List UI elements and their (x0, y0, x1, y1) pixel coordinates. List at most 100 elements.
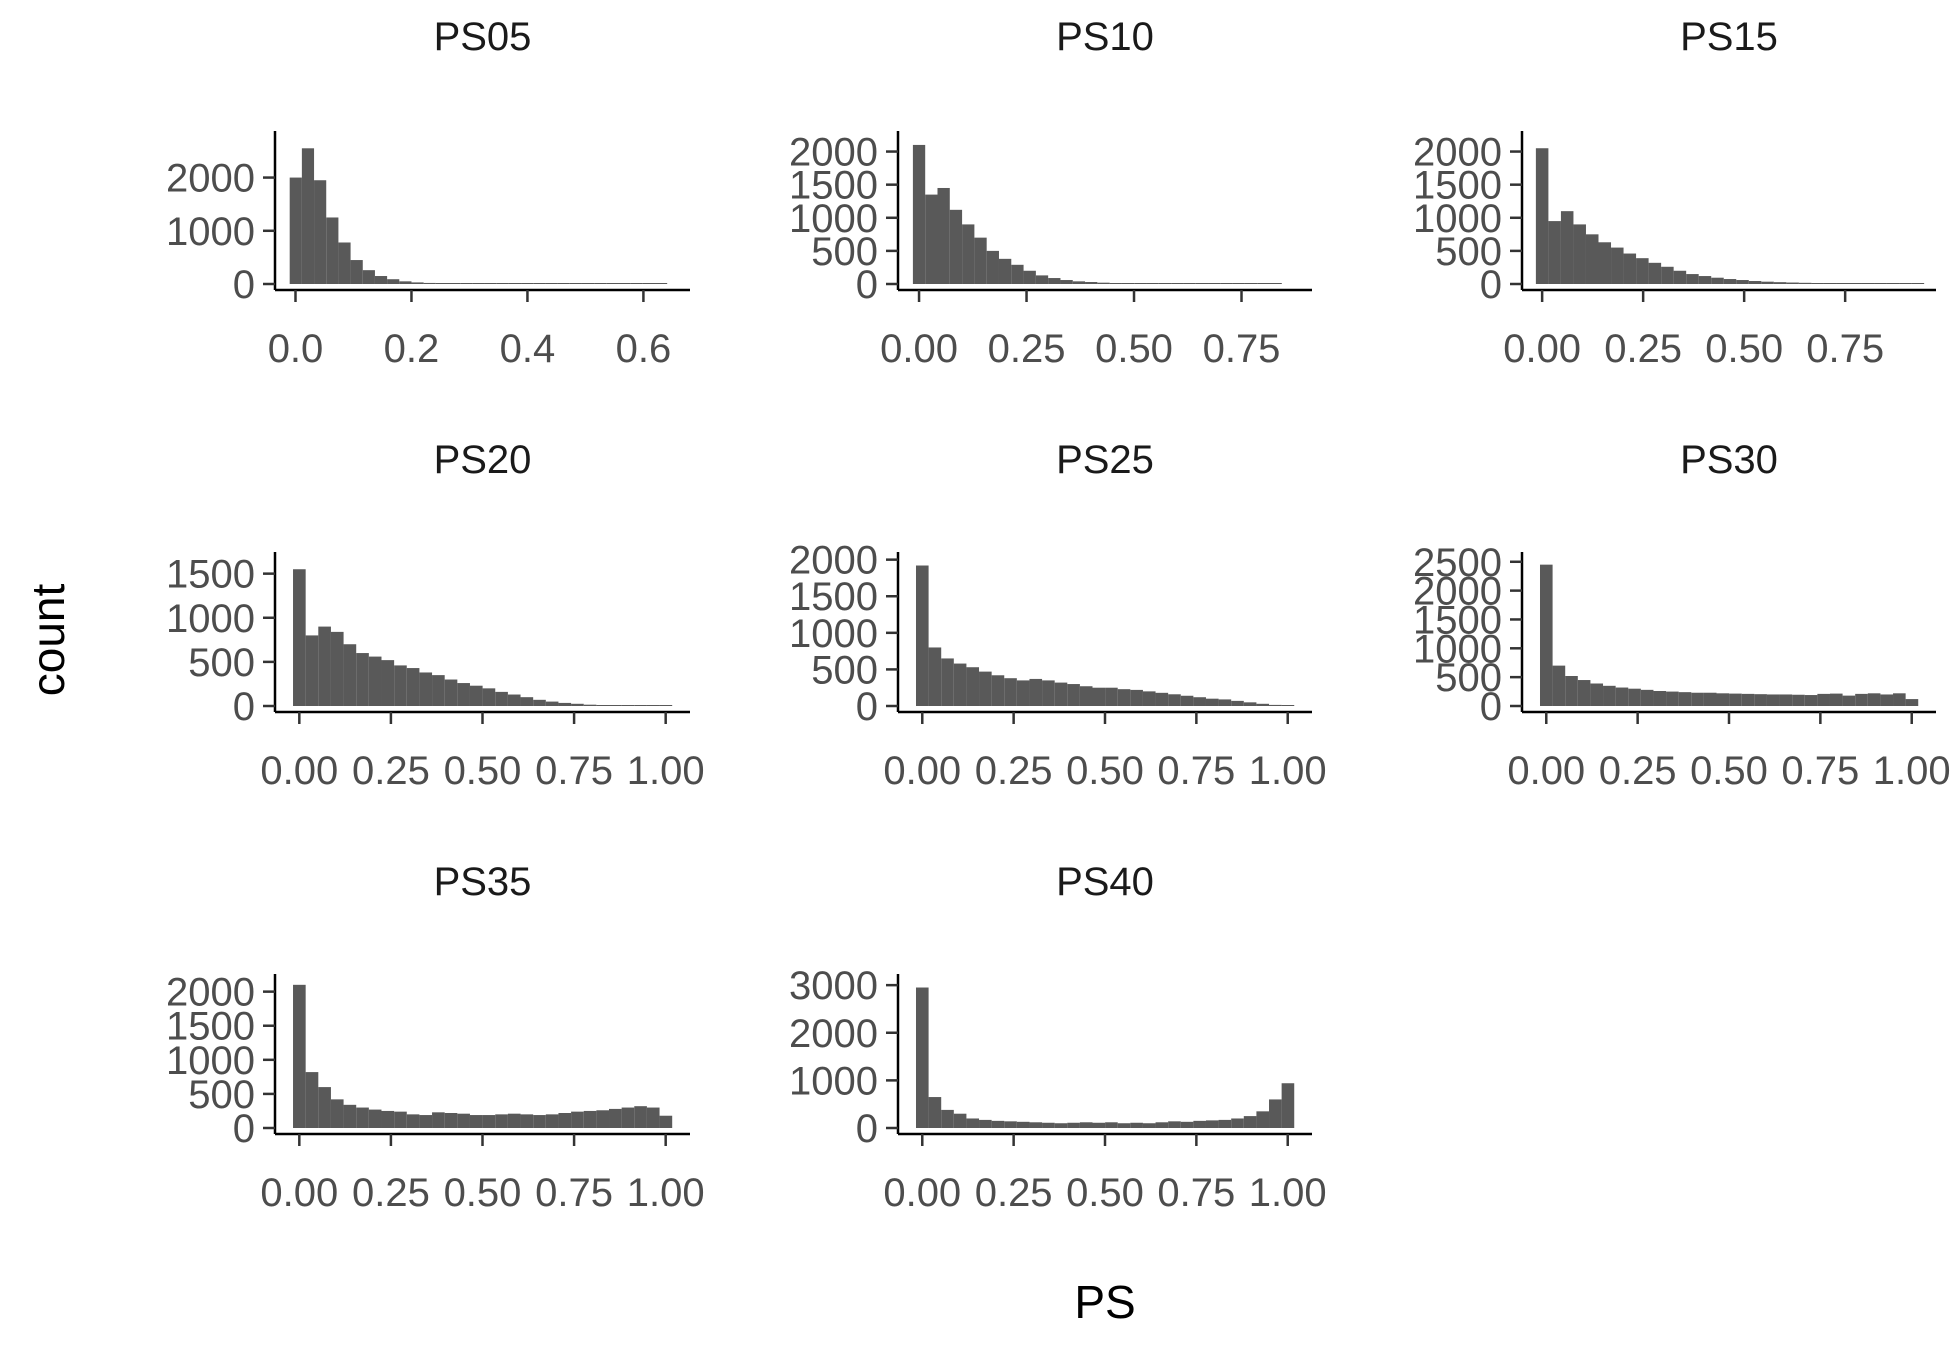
histogram-bar (305, 635, 319, 706)
x-tick-label: 0.75 (535, 1171, 613, 1215)
panel-title: PS20 (434, 438, 532, 482)
x-tick-label: 0.75 (1806, 327, 1884, 371)
x-tick-label: 0.0 (268, 327, 324, 371)
histogram-bar (1823, 283, 1837, 284)
histogram-bar (293, 569, 306, 706)
y-tick-label: 500 (811, 648, 878, 692)
y-tick-label: 500 (811, 230, 878, 274)
histogram-bar (1243, 1116, 1257, 1128)
histogram-bar (1155, 692, 1169, 706)
histogram-bar (457, 683, 470, 706)
x-tick-label: 0.50 (1066, 749, 1144, 793)
histogram-bar (1155, 1122, 1169, 1128)
histogram-bar (1079, 1122, 1093, 1128)
x-tick-label: 0.25 (352, 749, 430, 793)
histogram-bar (1054, 1123, 1068, 1128)
y-tick-label: 2000 (166, 971, 255, 1015)
histogram-bar (1798, 282, 1812, 284)
y-tick-label: 500 (1435, 656, 1502, 700)
histogram-bar (1004, 678, 1017, 706)
histogram-bar (1180, 695, 1194, 706)
histogram-bar (330, 631, 344, 706)
histogram-bar (1636, 258, 1649, 284)
histogram-bar (1565, 676, 1578, 706)
histogram-bar (1703, 692, 1717, 706)
histogram-bar (381, 660, 395, 706)
panel-title: PS40 (1056, 860, 1154, 904)
histogram-bar (460, 283, 473, 284)
histogram-bar (915, 565, 929, 706)
histogram-bar (343, 1104, 357, 1128)
x-tick-label: 0.50 (1095, 327, 1173, 371)
histogram-bar (949, 209, 963, 284)
histogram-bar (1134, 283, 1147, 284)
histogram-bar (457, 1113, 470, 1128)
histogram-bar (1183, 283, 1196, 284)
histogram-bar (330, 1099, 344, 1128)
histogram-bar (469, 1115, 483, 1128)
x-tick-label: 1.00 (1249, 1171, 1327, 1215)
x-tick-label: 0.50 (1690, 749, 1768, 793)
histogram-bar (1067, 1122, 1080, 1128)
histogram-bar (1130, 689, 1143, 706)
histogram-bar (419, 1115, 433, 1128)
histogram-bar (953, 1113, 967, 1128)
y-tick-label: 1000 (1413, 197, 1502, 241)
histogram-bar (1218, 1119, 1232, 1128)
histogram-bar (1603, 685, 1616, 706)
histogram-bar (937, 187, 950, 284)
y-tick-label: 0 (233, 685, 255, 729)
histogram-bar (1874, 283, 1887, 284)
histogram-bar (521, 283, 534, 284)
histogram-bar (1723, 279, 1737, 284)
x-tick-label: 1.00 (627, 749, 705, 793)
histogram-bar (381, 1110, 395, 1128)
histogram-bar (915, 987, 929, 1128)
histogram-bar (1042, 680, 1055, 706)
x-tick-label: 0.00 (1507, 749, 1585, 793)
histogram-bar (1623, 253, 1637, 284)
histogram-bar (482, 1115, 496, 1128)
histogram-bar (1092, 687, 1106, 706)
histogram-bar (520, 697, 534, 706)
histogram-bar (545, 1114, 559, 1128)
histogram-bar (1842, 695, 1856, 706)
histogram-bar (1686, 274, 1699, 284)
histogram-bar (1817, 693, 1830, 706)
histogram-bar (986, 250, 999, 284)
x-tick-label: 0.50 (1066, 1171, 1144, 1215)
y-tick-label: 0 (856, 263, 878, 307)
histogram-bar (1168, 694, 1181, 706)
x-tick-label: 1.00 (627, 1171, 705, 1215)
histogram-bar (1085, 282, 1098, 284)
histogram-bar (1539, 564, 1553, 706)
histogram-bar (912, 144, 926, 284)
histogram-bar (293, 984, 306, 1128)
histogram-bar (444, 679, 458, 706)
histogram-bar (558, 1113, 572, 1128)
x-tick-label: 0.00 (260, 1171, 338, 1215)
histogram-bar (1121, 283, 1135, 284)
histogram-bar (1673, 270, 1687, 284)
histogram-bar (1899, 283, 1912, 284)
x-tick-label: 0.00 (260, 749, 338, 793)
histogram-bar (1911, 283, 1925, 284)
histogram-bar (953, 663, 967, 706)
histogram-bar (581, 283, 595, 284)
histogram-bar (1092, 1122, 1106, 1128)
histogram-bar (1729, 693, 1742, 706)
histogram-bar (1829, 693, 1843, 706)
histogram-bar (326, 217, 339, 284)
histogram-bar (368, 656, 382, 706)
histogram-bar (634, 705, 647, 706)
panel-title: PS10 (1056, 15, 1154, 59)
histogram-bar (1205, 698, 1219, 706)
histogram-bar (606, 283, 619, 284)
histogram-bar (1158, 283, 1172, 284)
histogram-bar (1779, 694, 1793, 706)
y-tick-label: 1500 (166, 1005, 255, 1049)
x-tick-label: 0.25 (352, 1171, 430, 1215)
histogram-bar (1535, 148, 1549, 284)
histogram-bar (1811, 283, 1824, 284)
